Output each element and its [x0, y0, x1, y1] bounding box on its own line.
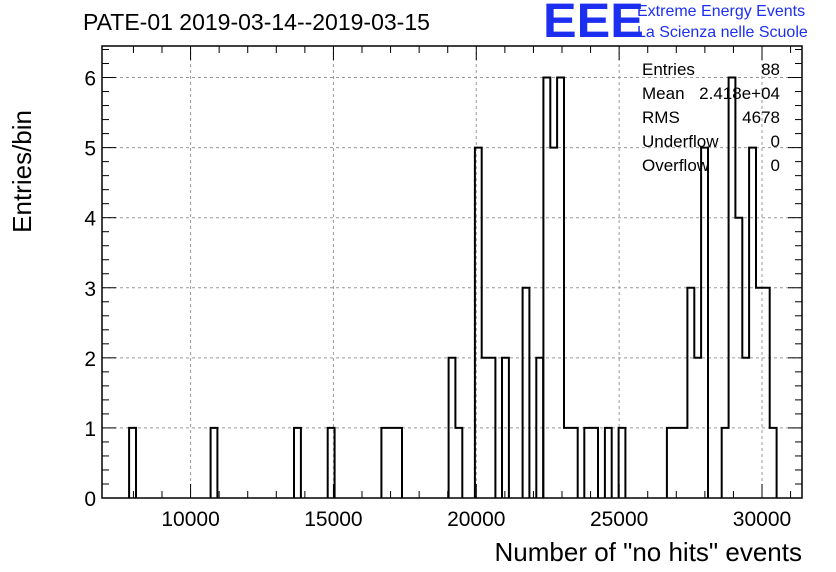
stats-value: 88 — [761, 60, 780, 79]
x-tick-label: 20000 — [447, 508, 505, 531]
logo-line-2: La Scienza nelle Scuole — [637, 24, 808, 41]
histogram-bin — [543, 78, 550, 498]
axis-ticks — [102, 46, 802, 499]
histogram-bin — [489, 358, 496, 498]
histogram-bin — [749, 148, 756, 498]
stats-key: Underflow — [642, 132, 719, 151]
eee-logo: EEE Extreme Energy Events La Scienza nel… — [543, 0, 836, 46]
stats-value: 0 — [770, 156, 780, 175]
plot-frame — [101, 45, 803, 499]
y-tick-label: 6 — [84, 68, 96, 91]
histogram-outline — [128, 76, 778, 498]
stats-row-underflow: Underflow 0 — [642, 132, 780, 156]
histogram-bin — [550, 148, 557, 498]
stats-row-rms: RMS 4678 — [642, 108, 780, 132]
x-tick-label: 10000 — [161, 508, 219, 531]
y-tick-label: 2 — [84, 348, 96, 371]
histogram-bin — [211, 428, 218, 498]
stats-value: 4678 — [742, 108, 780, 127]
histogram-bin — [381, 428, 388, 498]
y-tick-label: 1 — [84, 418, 96, 441]
histogram-bin — [482, 358, 489, 498]
histogram-bin — [584, 428, 591, 498]
histogram-bin — [694, 358, 701, 498]
histogram-bin — [763, 288, 770, 498]
histogram-bin — [557, 78, 564, 498]
histogram-bin — [681, 428, 688, 498]
histogram-bin — [722, 428, 729, 498]
stats-value: 0 — [770, 132, 780, 151]
histogram-bin — [388, 428, 395, 498]
stats-row-mean: Mean 2.418e+04 — [642, 84, 780, 108]
histogram-bin — [674, 428, 681, 498]
histogram-bars — [128, 76, 778, 498]
histogram-bin — [564, 428, 571, 498]
stats-key: Entries — [642, 60, 695, 79]
logo-letters: EEE — [543, 0, 644, 48]
y-tick-label: 0 — [84, 488, 96, 511]
histogram-bin — [687, 288, 694, 498]
y-tick-label: 3 — [84, 278, 96, 301]
histogram-bin — [742, 358, 749, 498]
histogram-bin — [455, 428, 462, 498]
histogram-bin — [667, 428, 674, 498]
x-tick-label: 25000 — [590, 508, 648, 531]
histogram-bin — [475, 148, 482, 498]
histogram-bin — [735, 218, 742, 498]
histogram-bin — [502, 358, 509, 498]
histogram-bin — [591, 428, 598, 498]
histogram-bin — [701, 148, 708, 498]
histogram-bin — [294, 428, 301, 498]
histogram-bin — [756, 288, 763, 498]
stats-value: 2.418e+04 — [699, 84, 780, 103]
histogram-bin — [536, 358, 543, 498]
stats-key: RMS — [642, 108, 680, 127]
histogram-bin — [605, 428, 612, 498]
histogram-bin — [571, 428, 578, 498]
stats-key: Mean — [642, 84, 685, 103]
x-tick-label: 15000 — [304, 508, 362, 531]
axis-tick-labels: 10000 15000 20000 25000 30000 0 1 2 3 4 5 6 — [84, 68, 791, 531]
histogram-bin — [129, 428, 136, 498]
histogram-bin — [523, 288, 530, 498]
histogram-bin — [395, 428, 402, 498]
histogram-bin — [449, 358, 456, 498]
stats-row-overflow: Overflow 0 — [642, 156, 780, 180]
y-tick-label: 4 — [84, 208, 96, 231]
logo-line-1: Extreme Energy Events — [637, 3, 806, 20]
chart-title: PATE-01 2019-03-14--2019-03-15 — [83, 9, 430, 35]
x-axis-label: Number of "no hits" events — [494, 537, 803, 567]
x-tick-label: 30000 — [733, 508, 791, 531]
histogram-bin — [770, 428, 777, 498]
y-tick-label: 5 — [84, 138, 96, 161]
stats-row-entries: Entries 88 — [642, 60, 780, 84]
y-axis-label: Entries/bin — [7, 110, 37, 233]
stats-box: Entries 88 Mean 2.418e+04 RMS 4678 Under… — [642, 60, 780, 180]
stats-key: Overflow — [642, 156, 710, 175]
